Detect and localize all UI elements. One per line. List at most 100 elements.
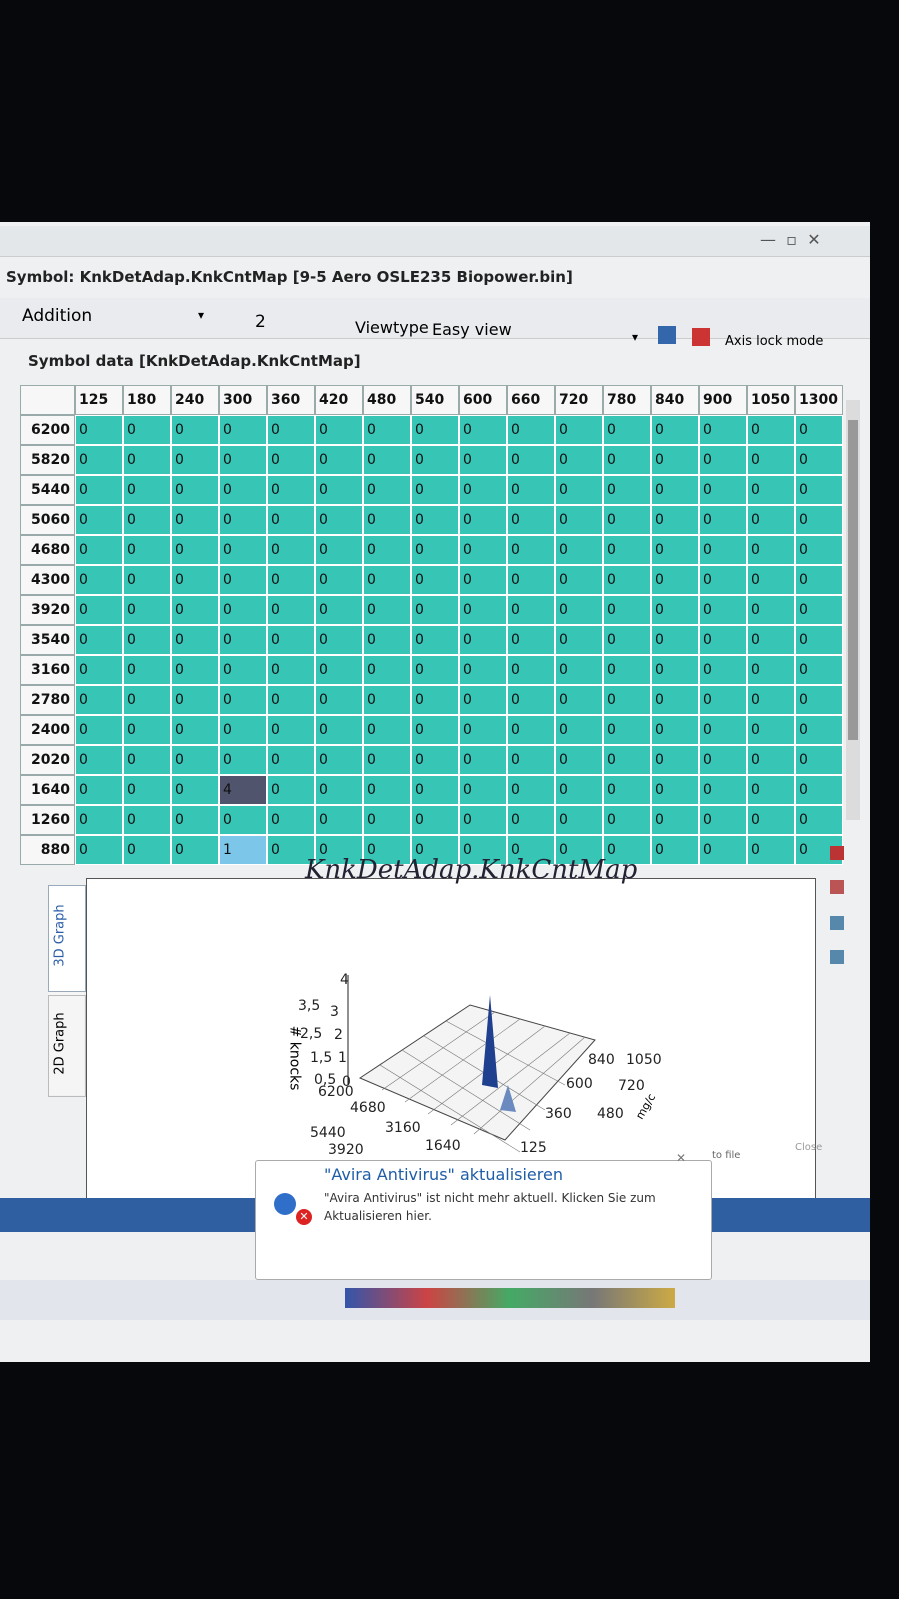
data-cell: 0 xyxy=(795,445,843,475)
data-cell: 0 xyxy=(507,835,555,865)
data-cell: 0 xyxy=(747,835,795,865)
data-cell: 0 xyxy=(123,625,171,655)
data-cell: 0 xyxy=(651,445,699,475)
data-cell: 0 xyxy=(315,775,363,805)
data-cell: 0 xyxy=(171,595,219,625)
data-cell: 0 xyxy=(315,655,363,685)
data-cell: 0 xyxy=(795,685,843,715)
data-cell: 0 xyxy=(219,625,267,655)
save-button[interactable]: to file xyxy=(712,1150,741,1161)
data-cell: 0 xyxy=(747,685,795,715)
dropdown-arrow[interactable]: ▾ xyxy=(198,308,205,322)
data-cell: 0 xyxy=(459,835,507,865)
window-title: Symbol: KnkDetAdap.KnkCntMap [9-5 Aero O… xyxy=(6,268,573,286)
data-cell: 0 xyxy=(267,535,315,565)
tray-icons[interactable] xyxy=(345,1288,675,1308)
data-cell: 0 xyxy=(507,535,555,565)
data-cell: 0 xyxy=(171,565,219,595)
data-cell: 0 xyxy=(315,835,363,865)
column-header: 780 xyxy=(603,385,651,415)
data-cell: 0 xyxy=(459,745,507,775)
data-cell: 0 xyxy=(651,475,699,505)
notification[interactable]: ✕ "Avira Antivirus" aktualisieren "Avira… xyxy=(255,1151,712,1280)
data-cell: 0 xyxy=(699,835,747,865)
data-cell: 0 xyxy=(699,655,747,685)
notification-close[interactable]: ✕ xyxy=(676,1151,687,1165)
icon-button[interactable] xyxy=(658,326,676,344)
icon-button[interactable] xyxy=(692,328,710,346)
viewtype-dropdown[interactable]: Easy view xyxy=(432,320,512,339)
data-cell: 0 xyxy=(315,535,363,565)
window-controls[interactable]: — ▫ ✕ xyxy=(760,230,821,249)
graph-tools xyxy=(824,840,854,970)
row-header: 3540 xyxy=(20,625,75,655)
data-cell: 0 xyxy=(603,835,651,865)
scrollbar[interactable] xyxy=(846,400,860,820)
row-header: 6200 xyxy=(20,415,75,445)
data-cell: 0 xyxy=(747,655,795,685)
data-cell: 0 xyxy=(603,625,651,655)
data-cell: 0 xyxy=(603,415,651,445)
close-button[interactable]: Close xyxy=(795,1142,823,1153)
dropdown-arrow[interactable]: ▾ xyxy=(632,330,639,344)
tool-button[interactable] xyxy=(830,880,844,894)
data-cell: 0 xyxy=(171,745,219,775)
data-cell: 0 xyxy=(315,625,363,655)
tool-button[interactable] xyxy=(830,846,844,860)
z-tick-label: 2,5 xyxy=(300,1026,323,1042)
data-cell: 0 xyxy=(555,715,603,745)
y-tick-label: 3920 xyxy=(328,1142,364,1158)
data-cell: 0 xyxy=(411,655,459,685)
data-cell: 0 xyxy=(795,505,843,535)
column-header: 240 xyxy=(171,385,219,415)
tool-button[interactable] xyxy=(830,950,844,964)
data-cell: 0 xyxy=(603,475,651,505)
column-header: 900 xyxy=(699,385,747,415)
data-cell: 0 xyxy=(459,595,507,625)
data-cell: 0 xyxy=(555,685,603,715)
data-cell: 0 xyxy=(411,475,459,505)
data-cell: 0 xyxy=(363,775,411,805)
data-cell: 0 xyxy=(75,445,123,475)
mode-dropdown[interactable]: Addition xyxy=(22,306,93,326)
tab[interactable]: 3D Graph xyxy=(48,885,86,992)
data-cell: 0 xyxy=(123,535,171,565)
data-cell: 0 xyxy=(699,535,747,565)
data-cell: 0 xyxy=(315,805,363,835)
row-header: 4680 xyxy=(20,535,75,565)
data-cell: 0 xyxy=(75,805,123,835)
data-cell: 0 xyxy=(171,805,219,835)
axis-lock-toggle[interactable]: Axis lock mode xyxy=(725,334,824,349)
data-cell: 0 xyxy=(75,715,123,745)
data-cell: 0 xyxy=(363,745,411,775)
data-cell: 0 xyxy=(411,835,459,865)
data-cell: 0 xyxy=(699,745,747,775)
column-header: 660 xyxy=(507,385,555,415)
toolbar: Addition ▾ 2 Viewtype Easy view ▾ Axis l… xyxy=(0,298,870,349)
scrollbar-thumb[interactable] xyxy=(848,420,858,740)
tab[interactable]: 2D Graph xyxy=(48,995,86,1097)
taskbar xyxy=(0,1280,870,1320)
data-cell: 0 xyxy=(75,535,123,565)
value-input[interactable]: 2 xyxy=(255,312,266,332)
column-header: 300 xyxy=(219,385,267,415)
data-cell: 0 xyxy=(555,415,603,445)
z-tick-label: 3 xyxy=(330,1004,339,1020)
row-header: 2780 xyxy=(20,685,75,715)
data-cell: 0 xyxy=(315,595,363,625)
row-header: 3920 xyxy=(20,595,75,625)
data-cell: 0 xyxy=(123,415,171,445)
data-cell: 0 xyxy=(603,685,651,715)
data-cell: 0 xyxy=(363,595,411,625)
data-cell: 0 xyxy=(603,535,651,565)
data-cell: 0 xyxy=(699,445,747,475)
data-cell: 0 xyxy=(315,475,363,505)
data-cell: 0 xyxy=(411,775,459,805)
data-cell: 0 xyxy=(363,685,411,715)
data-cell: 0 xyxy=(267,715,315,745)
tool-button[interactable] xyxy=(830,916,844,930)
data-cell: 0 xyxy=(363,625,411,655)
data-cell: 0 xyxy=(459,475,507,505)
data-cell: 0 xyxy=(267,415,315,445)
data-cell: 0 xyxy=(411,565,459,595)
